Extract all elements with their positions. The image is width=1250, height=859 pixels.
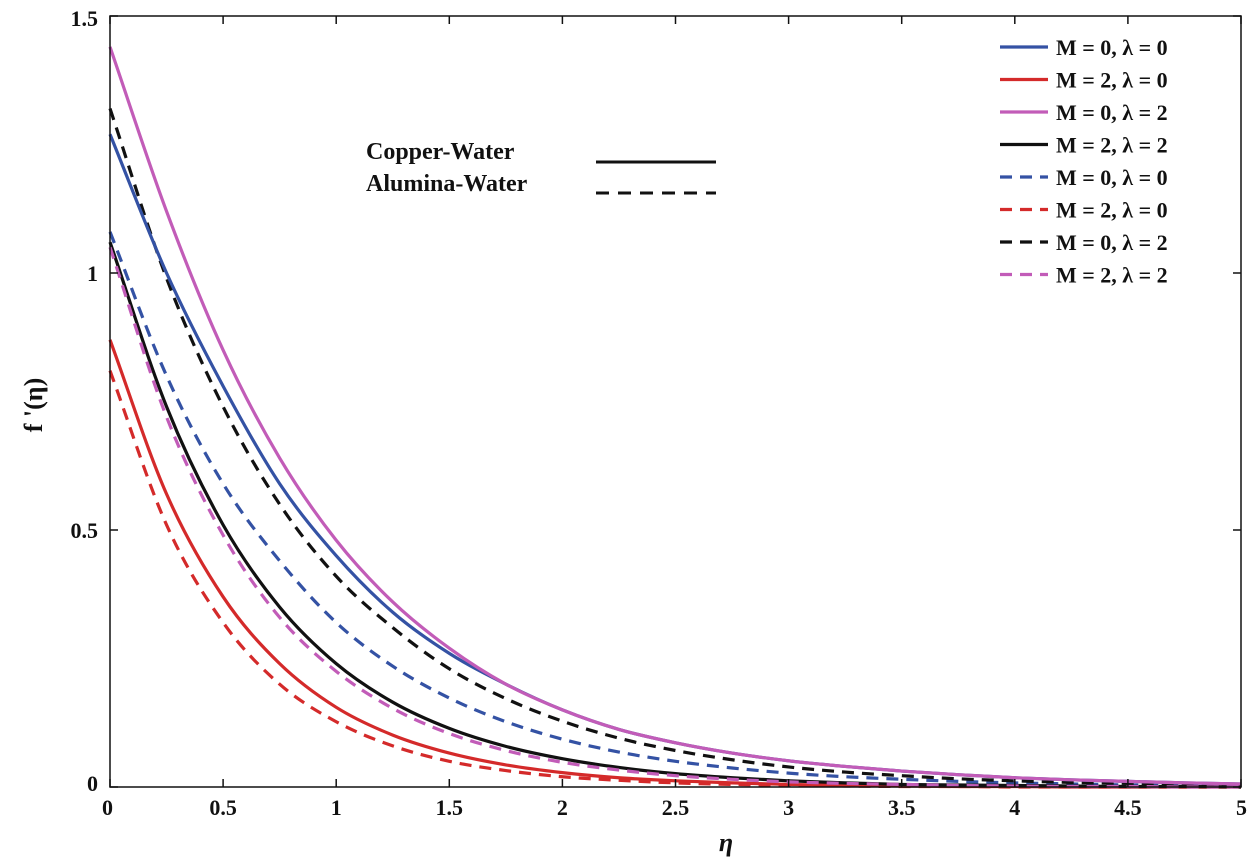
y-tick-label: 0.5 — [71, 518, 99, 543]
x-tick-label: 2 — [557, 795, 568, 820]
y-tick-label: 1 — [87, 261, 98, 286]
series-line-4-solid — [108, 241, 1242, 789]
legend-label-6: M = 2, λ = 0 — [1056, 198, 1168, 223]
legend-label-5: M = 0, λ = 0 — [1056, 165, 1168, 190]
fluid-type-key: Copper-Water Alumina-Water — [366, 139, 716, 197]
x-tick-label: 0.5 — [209, 795, 237, 820]
legend-label-2: M = 2, λ = 0 — [1056, 68, 1168, 93]
fluid-key-label-alumina: Alumina-Water — [366, 171, 528, 197]
series-line-7-dashed — [108, 108, 1242, 788]
series-line-6-dashed — [108, 370, 1241, 789]
x-tick-label: 4.5 — [1114, 795, 1142, 820]
series-line-2-solid — [108, 339, 1241, 789]
y-tick-label: 1.5 — [71, 6, 99, 31]
legend-label-7: M = 0, λ = 2 — [1056, 230, 1168, 255]
x-tick-label: 1.5 — [436, 795, 464, 820]
y-axis-label: f '(η) — [19, 378, 48, 432]
x-tick-label: 1 — [331, 795, 342, 820]
y-tick-label: 0 — [87, 771, 98, 796]
series-line-8-dashed — [108, 246, 1241, 789]
legend-label-4: M = 2, λ = 2 — [1056, 133, 1168, 158]
x-tick-label: 0 — [102, 795, 113, 820]
fluid-key-label-copper: Copper-Water — [366, 139, 515, 165]
x-tick-label: 3.5 — [888, 795, 916, 820]
x-tick-label: 3 — [783, 795, 794, 820]
legend: M = 0, λ = 0 M = 2, λ = 0 M = 0, λ = 2 M = … — [1000, 35, 1168, 288]
legend-label-1: M = 0, λ = 0 — [1056, 35, 1168, 60]
series-line-5-dashed — [108, 231, 1242, 788]
x-tick-label: 4 — [1009, 795, 1020, 820]
axis-ticks: 0 0.5 1 1.5 2 2.5 3 3.5 4 4.5 5 0 0.5 1 1.5 — [71, 6, 1248, 820]
legend-label-8: M = 2, λ = 2 — [1056, 263, 1168, 288]
x-tick-label: 5 — [1236, 795, 1247, 820]
series-lines — [108, 46, 1242, 789]
series-line-3-solid — [108, 46, 1242, 786]
x-tick-label: 2.5 — [662, 795, 690, 820]
legend-label-3: M = 0, λ = 2 — [1056, 100, 1168, 125]
x-axis-label: η — [719, 828, 733, 857]
